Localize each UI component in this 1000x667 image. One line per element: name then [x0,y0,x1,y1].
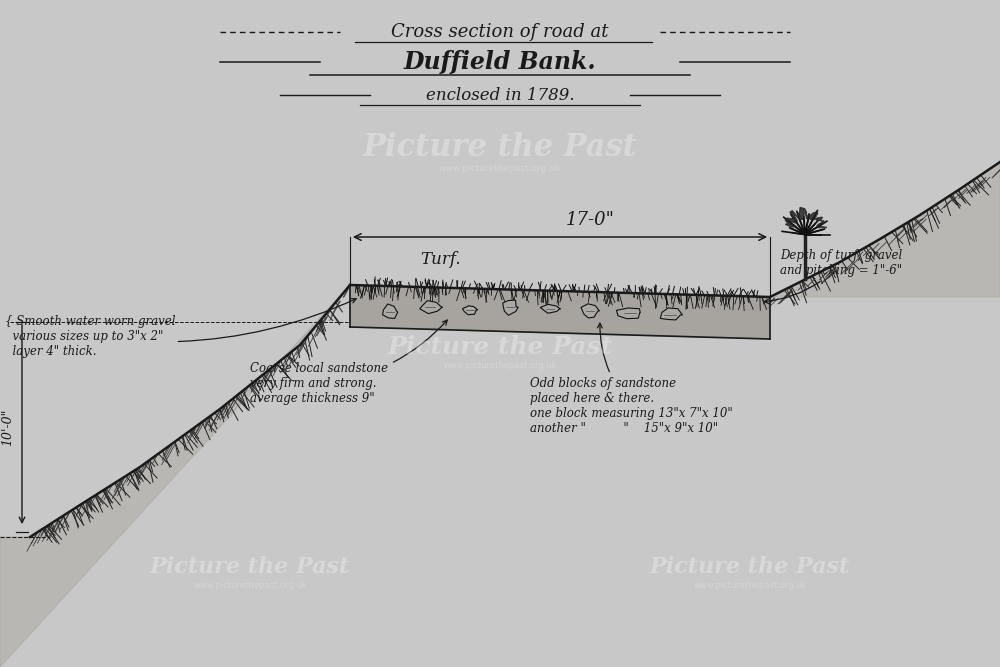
Text: Picture the Past: Picture the Past [150,556,350,578]
Polygon shape [383,304,398,318]
Text: www.picturethepast.org.uk: www.picturethepast.org.uk [439,165,561,173]
Text: Cross section of road at: Cross section of road at [391,23,609,41]
Polygon shape [540,304,560,313]
Polygon shape [785,207,827,227]
Polygon shape [0,285,350,667]
Polygon shape [503,300,518,315]
Text: Turf.: Turf. [420,251,461,267]
Text: www.picturethepast.org.uk: www.picturethepast.org.uk [443,360,557,370]
Text: Odd blocks of sandstone
placed here & there.
one block measuring 13"x 7"x 10"
an: Odd blocks of sandstone placed here & th… [530,323,733,435]
Text: Picture the Past: Picture the Past [650,556,850,578]
Text: Picture the Past: Picture the Past [387,335,613,359]
Text: enclosed in 1789.: enclosed in 1789. [426,87,574,103]
Text: { Smooth water worn gravel
  various sizes up to 3"x 2"
  layer 4" thick.: { Smooth water worn gravel various sizes… [5,299,356,358]
Text: Picture the Past: Picture the Past [363,131,637,163]
Polygon shape [420,301,442,313]
Polygon shape [581,303,600,318]
Text: 10'-0": 10'-0" [1,408,14,446]
Polygon shape [660,308,683,320]
Text: Coarse local sandstone
very firm and strong.
average thickness 9": Coarse local sandstone very firm and str… [250,320,447,405]
Text: Depth of turf, gravel
and pitching = 1"-6": Depth of turf, gravel and pitching = 1"-… [764,249,902,303]
Text: www.picturethepast.org.uk: www.picturethepast.org.uk [693,580,807,590]
Text: Duffield Bank.: Duffield Bank. [404,50,596,74]
Polygon shape [770,162,1000,297]
Polygon shape [616,308,640,319]
Text: 17-0": 17-0" [566,211,614,229]
Polygon shape [462,306,478,315]
Polygon shape [350,285,770,339]
Text: www.picturethepast.org.uk: www.picturethepast.org.uk [193,580,307,590]
